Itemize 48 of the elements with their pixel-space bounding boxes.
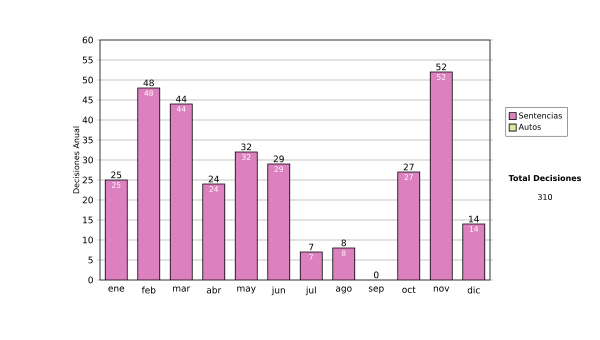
- y-tick-label: 45: [82, 96, 93, 104]
- x-tick-label: sep: [368, 286, 384, 294]
- x-tick-label: mar: [173, 286, 190, 292]
- bar: [462, 224, 486, 280]
- x-tick-label: jun: [272, 286, 285, 296]
- y-tick-label: 0: [88, 276, 93, 284]
- bar: [397, 172, 420, 280]
- total-label: 14: [469, 216, 479, 222]
- bar: [105, 180, 128, 280]
- y-tick-label: 60: [82, 36, 93, 44]
- y-tick-label: 10: [83, 236, 93, 244]
- y-tick-label: 35: [82, 136, 93, 144]
- total-label: 7: [309, 244, 314, 250]
- x-tick-label: nov: [434, 286, 450, 292]
- x-tick-label: jul: [306, 286, 316, 296]
- total-label: 29: [274, 156, 284, 162]
- total-label: 27: [404, 164, 414, 170]
- total-label: 0: [374, 272, 379, 278]
- y-tick-label: 30: [82, 156, 93, 164]
- x-tick-label: abr: [206, 286, 222, 294]
- x-tick-label: feb: [142, 286, 156, 294]
- y-tick-label: 15: [83, 216, 93, 224]
- y-tick-label: 40: [82, 116, 93, 124]
- x-tick-label: ago: [336, 286, 352, 294]
- bar: [235, 152, 258, 280]
- total-label: 25: [111, 172, 122, 178]
- total-label: 8: [342, 240, 346, 246]
- bar: [300, 252, 322, 280]
- total-label: 48: [143, 80, 154, 86]
- bar: [332, 248, 355, 280]
- y-tick-label: 20: [82, 196, 93, 204]
- bar: [170, 104, 192, 280]
- x-tick-label: may: [237, 286, 256, 294]
- total-label: 24: [208, 176, 219, 182]
- x-tick-label: oct: [402, 286, 416, 293]
- total-label: 52: [436, 64, 446, 70]
- x-tick-label: ene: [108, 286, 124, 292]
- total-label: 44: [176, 96, 186, 102]
- x-tick-label: dic: [468, 286, 480, 294]
- y-tick-label: 25: [82, 176, 93, 184]
- bar: [430, 72, 453, 280]
- total-label: 32: [241, 144, 252, 150]
- y-tick-label: 55: [82, 56, 93, 64]
- y-tick-label: 50: [82, 76, 93, 84]
- bar: [268, 164, 290, 280]
- bar: [202, 184, 225, 280]
- bar: [138, 88, 160, 280]
- y-tick-label: 5: [88, 256, 93, 264]
